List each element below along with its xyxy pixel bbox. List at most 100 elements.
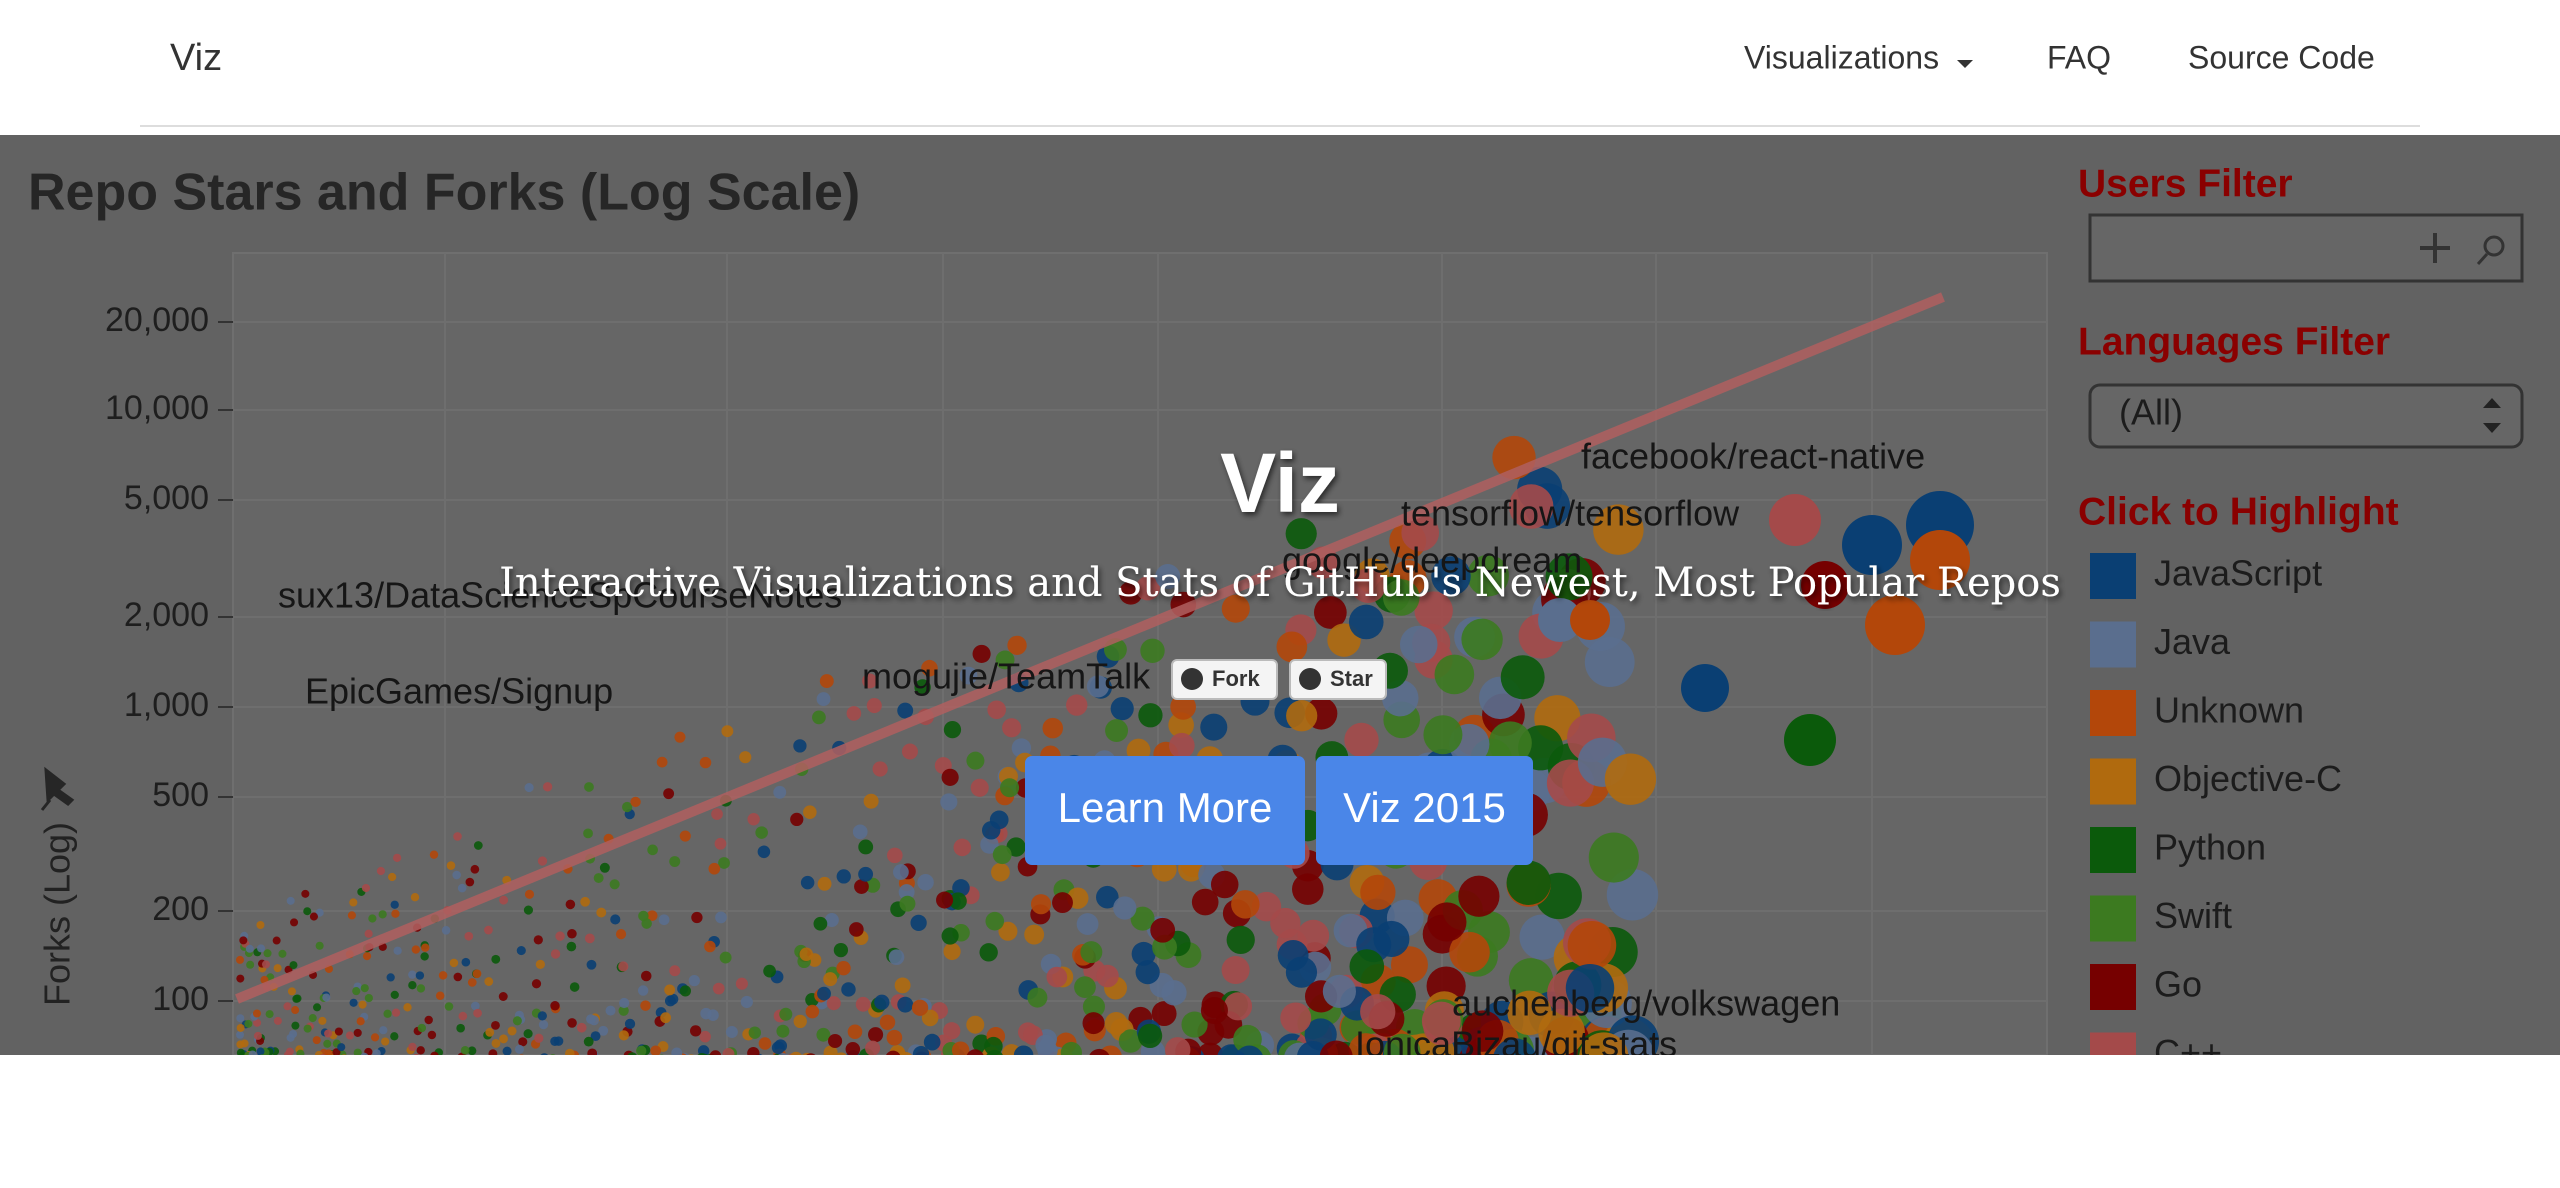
scatter-dot <box>415 971 425 980</box>
scatter-dot <box>609 879 620 890</box>
legend-label: C++ <box>2154 1032 2222 1073</box>
scatter-dot <box>1350 568 1386 604</box>
search-icon <box>2483 235 2505 257</box>
scatter-dot <box>659 1054 664 1055</box>
github-button-label[interactable]: Star <box>1330 666 1373 691</box>
hero-button[interactable] <box>1316 756 1533 865</box>
scatter-dot <box>1276 631 1308 663</box>
scatter-dot <box>1319 1040 1353 1055</box>
scatter-dot <box>1297 919 1330 952</box>
scatter-dot <box>441 926 451 935</box>
scatter-dot <box>872 761 888 777</box>
scatter-dot <box>364 1047 373 1055</box>
scatter-dot <box>1423 715 1463 755</box>
scatter-dot <box>449 958 459 968</box>
scatter-dot <box>293 1054 295 1055</box>
scatter-dot <box>416 984 426 993</box>
scatter-dot <box>688 1054 694 1055</box>
scatter-dot <box>669 856 681 868</box>
scatter-dot <box>1140 638 1165 663</box>
scatter-dot <box>516 946 526 956</box>
scatter-dot <box>618 961 629 972</box>
scatter-dot <box>1096 964 1119 988</box>
scatter-dot <box>420 952 429 961</box>
scatter-dot <box>618 1005 629 1016</box>
scatter-dot <box>576 1022 587 1033</box>
scatter-dot <box>1285 518 1317 550</box>
repo-label: google/deepdream <box>1282 540 1582 581</box>
scatter-dot <box>816 692 831 706</box>
scatter-dot <box>253 1031 262 1040</box>
scatter-dot <box>1231 890 1260 919</box>
nav-link[interactable]: Visualizations <box>1744 39 1939 75</box>
hero: Repo Stars and Forks (Log Scale) Forks (… <box>0 135 2560 1073</box>
scatter-dot <box>817 986 831 1001</box>
scatter-dot <box>381 1037 390 1046</box>
scatter-dot <box>566 941 577 952</box>
scatter-dot <box>816 1027 831 1042</box>
scatter-dot <box>538 1019 549 1030</box>
scatter-dot <box>663 788 675 800</box>
scatter-dot <box>605 1005 616 1016</box>
legend-label: Python <box>2154 827 2266 868</box>
scatter-dot <box>309 912 318 921</box>
legend-swatch <box>2090 964 2136 1010</box>
scatter-dot <box>1286 700 1318 732</box>
hero-button[interactable] <box>1025 756 1305 865</box>
scatter-dot <box>722 1048 735 1055</box>
scatter-dot <box>624 1018 636 1030</box>
scatter-dot <box>618 1030 629 1041</box>
scatter-dot <box>1024 924 1045 945</box>
scatter-dot <box>1570 600 1610 640</box>
scatter-dot <box>1449 931 1490 973</box>
scatter-dot <box>324 1029 333 1038</box>
scatter-dot <box>537 1011 547 1021</box>
scatter-dot <box>383 1009 392 1018</box>
scatter-dot <box>995 650 1015 670</box>
scatter-dot <box>244 1019 253 1028</box>
scatter-dot <box>852 824 868 840</box>
y-tick-label: 10,000 <box>105 389 209 427</box>
scatter-dot <box>1165 1037 1191 1055</box>
scatter-dot <box>583 828 593 839</box>
scatter-dot <box>291 1021 300 1030</box>
scatter-dot <box>323 1039 332 1048</box>
scatter-dot <box>790 1051 802 1055</box>
hero-title: Viz <box>1220 436 1340 530</box>
scatter-dot <box>1467 554 1509 597</box>
brand[interactable]: Viz <box>170 37 222 79</box>
scatter-dot <box>1344 722 1379 758</box>
scatter-dot <box>1508 484 1554 529</box>
y-tick-label: 500 <box>152 776 209 814</box>
scatter-dot <box>914 679 931 696</box>
scatter-dot <box>364 929 373 938</box>
github-button[interactable] <box>1171 659 1278 700</box>
nav-link[interactable]: Source Code <box>2188 39 2375 75</box>
scatter-dot <box>291 1006 300 1015</box>
scatter-dot <box>940 793 958 811</box>
scatter-dot <box>519 1054 524 1055</box>
scatter-dot <box>1221 956 1250 985</box>
scatter-dot <box>523 1029 533 1039</box>
scatter-dot <box>352 987 361 996</box>
scatter-dot <box>353 1048 362 1055</box>
scatter-dot <box>1784 714 1836 766</box>
scatter-dot <box>353 1028 362 1038</box>
scatter-dot <box>846 706 862 721</box>
scatter-dot <box>708 862 721 875</box>
scatter-dot <box>1545 553 1593 601</box>
repo-label: IonicaBizau/git-stats <box>1355 1024 1677 1065</box>
scatter-dot <box>819 674 834 689</box>
scatter-dot <box>636 1045 647 1055</box>
scatter-dot <box>1226 925 1255 955</box>
scatter-dot <box>1567 920 1617 970</box>
hero-button-label[interactable]: Viz 2015 <box>1343 784 1506 831</box>
github-button-label[interactable]: Fork <box>1212 666 1260 691</box>
navbar <box>0 0 2560 135</box>
scatter-dot <box>467 1046 477 1055</box>
nav-link[interactable]: FAQ <box>2047 39 2111 75</box>
hero-button-label[interactable]: Learn More <box>1058 784 1273 831</box>
scatter-dot <box>622 801 633 813</box>
scatter-dot <box>630 796 641 808</box>
scatter-dot <box>980 835 999 854</box>
